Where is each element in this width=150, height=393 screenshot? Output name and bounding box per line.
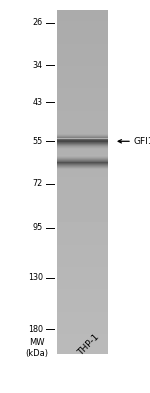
- Text: GFI1: GFI1: [134, 137, 150, 146]
- Text: 130: 130: [28, 273, 43, 282]
- Text: 34: 34: [33, 61, 43, 70]
- Text: 26: 26: [33, 18, 43, 27]
- Text: 180: 180: [28, 325, 43, 334]
- Text: THP-1: THP-1: [76, 333, 101, 358]
- Text: 43: 43: [33, 98, 43, 107]
- Text: 95: 95: [33, 224, 43, 232]
- Text: 55: 55: [33, 137, 43, 146]
- Text: MW
(kDa): MW (kDa): [25, 338, 48, 358]
- Text: 72: 72: [33, 180, 43, 189]
